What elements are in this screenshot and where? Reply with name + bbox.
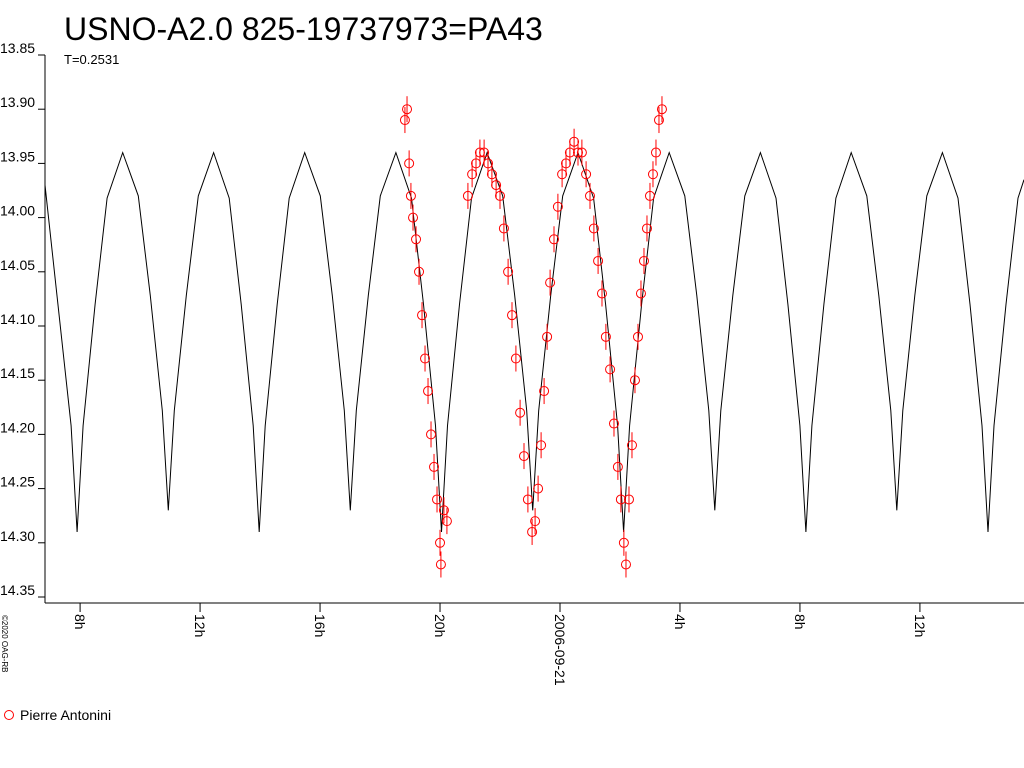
data-point bbox=[584, 190, 595, 201]
data-point bbox=[618, 537, 629, 548]
y-tick-label: 13.85 bbox=[0, 40, 35, 56]
data-point bbox=[620, 559, 631, 570]
data-point bbox=[527, 526, 538, 537]
data-point bbox=[581, 169, 592, 180]
data-point bbox=[605, 364, 616, 375]
y-tick-label: 14.35 bbox=[0, 582, 35, 598]
data-point bbox=[402, 104, 413, 115]
data-point bbox=[429, 461, 440, 472]
data-point bbox=[510, 353, 521, 364]
data-point bbox=[653, 115, 664, 126]
data-point bbox=[467, 169, 478, 180]
data-point bbox=[530, 516, 541, 527]
data-point bbox=[498, 223, 509, 234]
data-point bbox=[626, 440, 637, 451]
chart-title: USNO-A2.0 825-19737973=PA43 bbox=[64, 11, 543, 47]
x-tick-label: 12h bbox=[912, 614, 928, 637]
data-point bbox=[426, 429, 437, 440]
data-point bbox=[441, 516, 452, 527]
data-point bbox=[438, 505, 449, 516]
data-point bbox=[507, 310, 518, 321]
data-point bbox=[588, 223, 599, 234]
x-tick-label: 2006-09-21 bbox=[552, 614, 568, 686]
data-point bbox=[491, 180, 502, 191]
data-point bbox=[641, 223, 652, 234]
x-tick-label: 8h bbox=[792, 614, 808, 630]
data-point bbox=[404, 158, 415, 169]
data-point bbox=[542, 331, 553, 342]
y-tick-label: 14.15 bbox=[0, 365, 35, 381]
data-point bbox=[423, 386, 434, 397]
x-tick-label: 8h bbox=[72, 614, 88, 630]
data-point bbox=[420, 353, 431, 364]
data-point bbox=[545, 277, 556, 288]
data-point bbox=[515, 407, 526, 418]
data-point bbox=[623, 494, 634, 505]
data-point bbox=[644, 190, 655, 201]
legend-label: Pierre Antonini bbox=[20, 707, 111, 723]
y-tick-label: 14.00 bbox=[0, 203, 35, 219]
y-tick-label: 14.10 bbox=[0, 311, 35, 327]
data-point bbox=[608, 418, 619, 429]
data-point bbox=[557, 169, 568, 180]
legend-marker bbox=[4, 710, 14, 720]
data-point bbox=[483, 158, 494, 169]
data-point bbox=[572, 147, 583, 158]
data-point bbox=[522, 494, 533, 505]
data-point bbox=[548, 234, 559, 245]
data-point bbox=[479, 147, 490, 158]
y-tick-label: 14.25 bbox=[0, 474, 35, 490]
data-point bbox=[432, 494, 443, 505]
data-point bbox=[503, 266, 514, 277]
data-point bbox=[650, 147, 661, 158]
model-curve bbox=[44, 151, 1024, 533]
y-tick-label: 13.90 bbox=[0, 94, 35, 110]
data-point bbox=[593, 255, 604, 266]
x-tick-label: 16h bbox=[312, 614, 328, 637]
x-tick-label: 20h bbox=[432, 614, 448, 637]
data-point bbox=[560, 158, 571, 169]
data-point bbox=[612, 461, 623, 472]
data-point bbox=[411, 234, 422, 245]
data-point bbox=[405, 190, 416, 201]
chart-subtitle: T=0.2531 bbox=[64, 52, 119, 67]
data-point bbox=[533, 483, 544, 494]
y-tick-label: 14.05 bbox=[0, 257, 35, 273]
data-point bbox=[462, 190, 473, 201]
x-tick-label: 4h bbox=[672, 614, 688, 630]
data-point bbox=[417, 310, 428, 321]
data-point bbox=[600, 331, 611, 342]
data-point bbox=[635, 288, 646, 299]
data-point bbox=[632, 331, 643, 342]
credit: ©2020 OAG-RB bbox=[0, 615, 9, 672]
data-point bbox=[552, 201, 563, 212]
y-tick-label: 14.20 bbox=[0, 419, 35, 435]
data-point bbox=[569, 136, 580, 147]
data-point bbox=[471, 158, 482, 169]
data-point bbox=[414, 266, 425, 277]
data-point bbox=[435, 559, 446, 570]
data-point bbox=[408, 212, 419, 223]
y-tick-label: 14.30 bbox=[0, 528, 35, 544]
data-point bbox=[638, 255, 649, 266]
data-point bbox=[519, 451, 530, 462]
data-point bbox=[495, 190, 506, 201]
data-point bbox=[596, 288, 607, 299]
data-point bbox=[629, 375, 640, 386]
data-point bbox=[536, 440, 547, 451]
data-point bbox=[647, 169, 658, 180]
data-point bbox=[576, 147, 587, 158]
x-tick-label: 12h bbox=[192, 614, 208, 637]
y-tick-label: 13.95 bbox=[0, 148, 35, 164]
data-point bbox=[399, 115, 410, 126]
data-point bbox=[656, 104, 667, 115]
data-point bbox=[539, 386, 550, 397]
data-point bbox=[435, 537, 446, 548]
data-point bbox=[615, 494, 626, 505]
